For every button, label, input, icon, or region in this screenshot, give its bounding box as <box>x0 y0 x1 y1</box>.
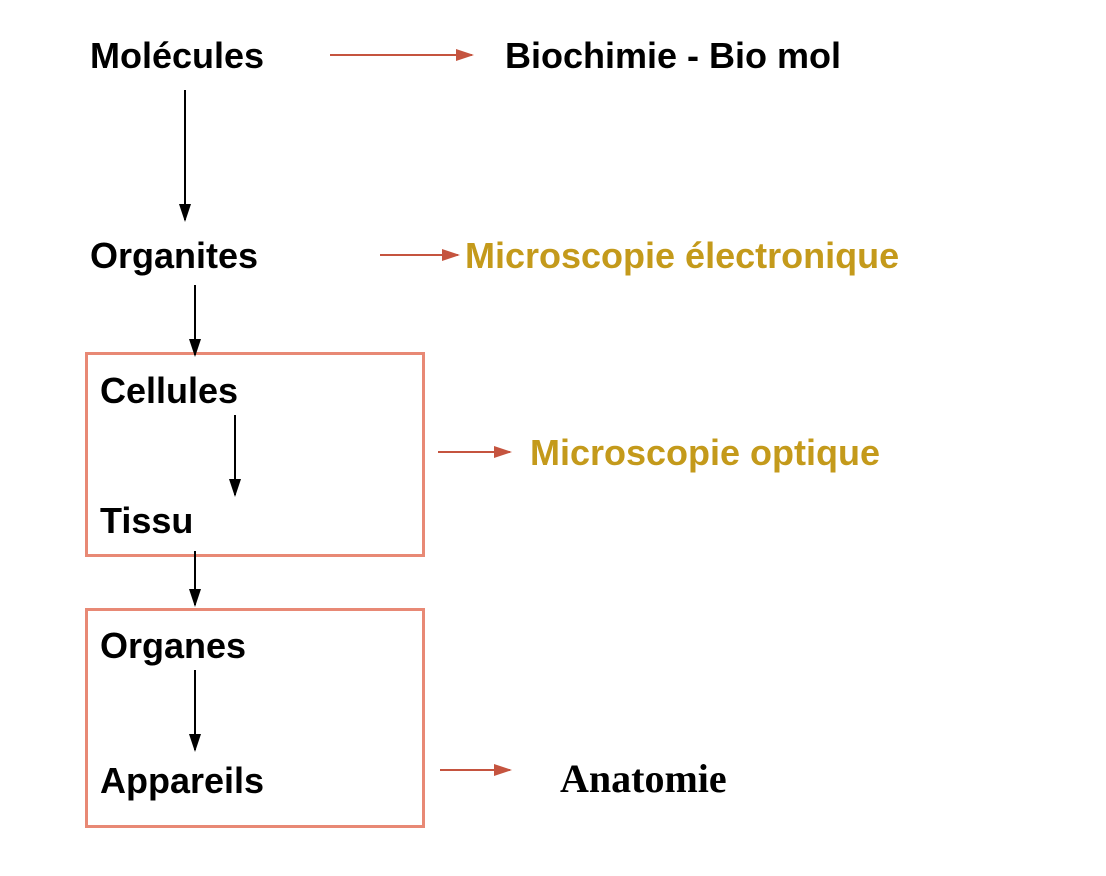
arrow-group <box>185 55 510 770</box>
arrows-layer <box>0 0 1106 876</box>
